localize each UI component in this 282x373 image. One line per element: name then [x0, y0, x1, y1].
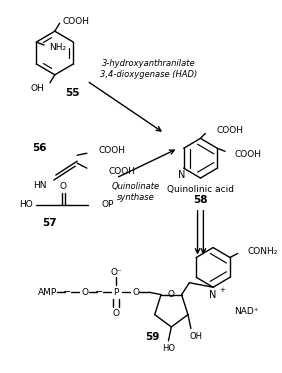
- Text: P: P: [113, 288, 119, 297]
- Text: −: −: [63, 287, 72, 297]
- Text: O: O: [113, 308, 120, 317]
- Text: 55: 55: [65, 88, 80, 98]
- Text: OH: OH: [189, 332, 202, 341]
- Text: 57: 57: [43, 218, 57, 228]
- Text: COOH: COOH: [108, 167, 135, 176]
- Text: 59: 59: [145, 332, 159, 342]
- Text: O: O: [133, 288, 140, 297]
- Text: OH: OH: [30, 84, 44, 93]
- Text: NH₂: NH₂: [49, 43, 66, 51]
- Text: O⁻: O⁻: [110, 268, 122, 277]
- Text: −: −: [95, 287, 103, 297]
- Text: NAD⁺: NAD⁺: [234, 307, 258, 316]
- Text: O: O: [168, 290, 175, 299]
- Text: AMP: AMP: [38, 288, 58, 297]
- Text: HO: HO: [19, 200, 33, 209]
- Text: OP: OP: [102, 200, 114, 209]
- Text: Quinolinic acid: Quinolinic acid: [167, 185, 234, 194]
- Text: O: O: [59, 182, 66, 191]
- Text: +: +: [219, 287, 225, 293]
- Text: N: N: [210, 290, 217, 300]
- Text: COOH: COOH: [235, 150, 262, 159]
- Text: HN: HN: [34, 181, 47, 189]
- Text: CONH₂: CONH₂: [248, 247, 278, 256]
- Text: COOH: COOH: [63, 17, 90, 26]
- Text: N: N: [178, 170, 185, 180]
- Text: HO: HO: [162, 344, 175, 353]
- Text: COOH: COOH: [216, 126, 243, 135]
- Text: Quinolinate
synthase: Quinolinate synthase: [111, 182, 159, 202]
- Text: 58: 58: [193, 195, 208, 205]
- Text: COOH: COOH: [98, 146, 125, 155]
- Text: 3-hydroxyanthranilate
3,4-dioxygenase (HAD): 3-hydroxyanthranilate 3,4-dioxygenase (H…: [100, 59, 198, 79]
- Text: O: O: [82, 288, 89, 297]
- Text: 56: 56: [32, 143, 47, 153]
